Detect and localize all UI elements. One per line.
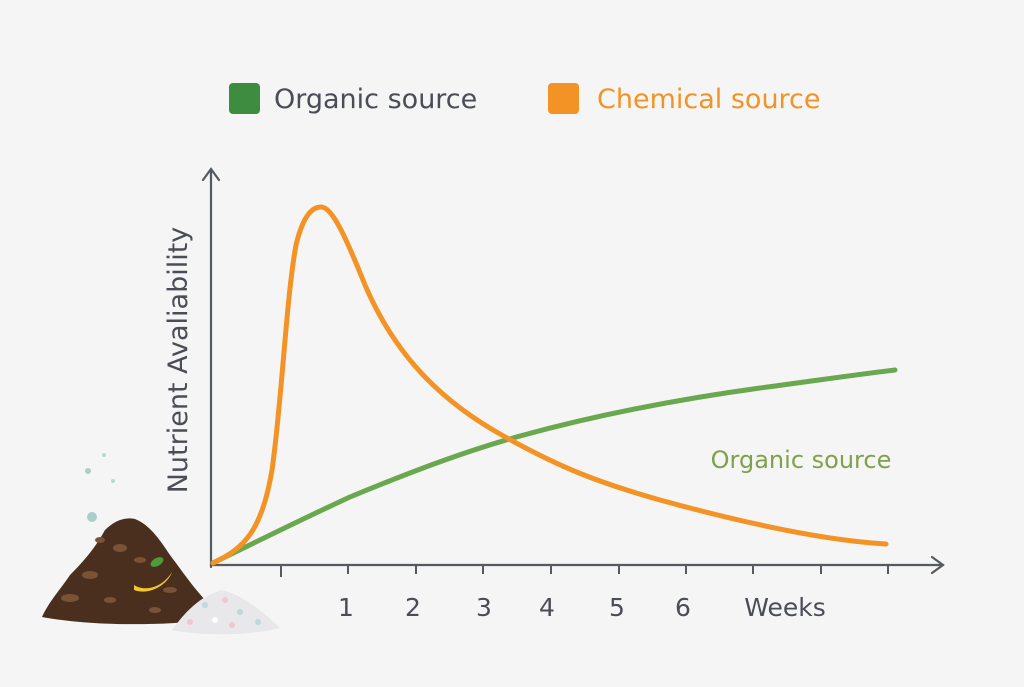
- pellet-dots: [187, 597, 261, 628]
- x-tick-label-3: 3: [476, 593, 492, 622]
- x-tick-label-1: 1: [338, 593, 354, 622]
- axes: [201, 167, 945, 575]
- legend-item-organic: Organic source: [229, 83, 477, 115]
- legend-label-organic: Organic source: [274, 84, 477, 115]
- series-organic-line: [210, 367, 898, 566]
- x-axis-arrow-icon: [930, 555, 945, 575]
- bubble-icon: [87, 512, 97, 522]
- banana-icon: [134, 572, 172, 592]
- legend-swatch-organic: [229, 83, 260, 114]
- legend-swatch-chemical: [548, 83, 579, 114]
- x-axis-ticks: [280, 566, 889, 577]
- leaf-icon: [150, 557, 164, 567]
- fertilizer-pellets-icon: [172, 590, 280, 635]
- y-axis-arrow-icon: [201, 167, 221, 182]
- x-tick-label-5: 5: [609, 593, 625, 622]
- bubble-icon: [102, 453, 106, 457]
- x-tick-labels: 1 2 3 4 5 6 Weeks: [338, 593, 826, 622]
- legend: Organic source Chemical source: [229, 83, 821, 115]
- x-tick-label-6: 6: [675, 593, 691, 622]
- legend-item-chemical: Chemical source: [548, 83, 821, 115]
- y-axis-label: Nutrient Avaliability: [163, 227, 194, 494]
- bubble-icon: [111, 479, 115, 483]
- soil-chunks: [61, 537, 177, 613]
- x-axis-label: Weeks: [744, 593, 826, 622]
- legend-label-chemical: Chemical source: [597, 84, 821, 115]
- x-tick-label-2: 2: [405, 593, 421, 622]
- organic-source-annotation: Organic source: [711, 446, 892, 474]
- soil-mound-icon: [42, 518, 210, 625]
- bubble-icon: [85, 468, 91, 474]
- compost-pile-illustration: [42, 453, 280, 635]
- series-chemical-line: [210, 204, 889, 566]
- x-tick-label-4: 4: [539, 593, 555, 622]
